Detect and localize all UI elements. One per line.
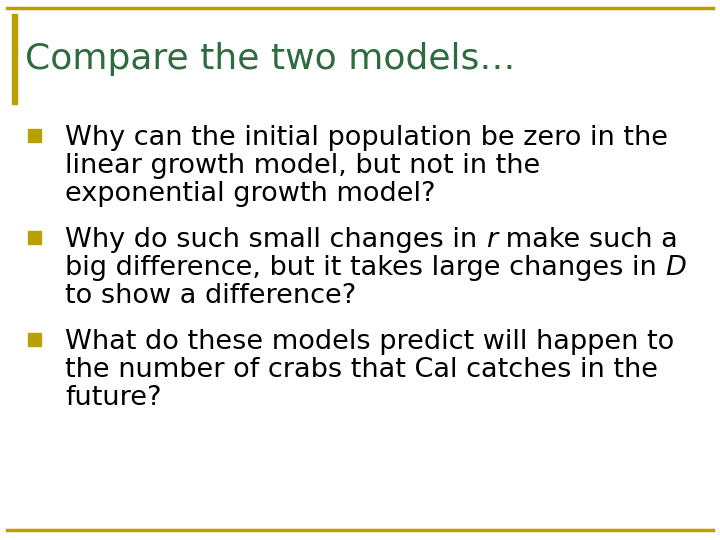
Bar	[28, 333, 41, 346]
Text: D: D	[665, 255, 686, 281]
Text: big difference, but it takes large changes in: big difference, but it takes large chang…	[65, 255, 665, 281]
Text: Why do such small changes in: Why do such small changes in	[65, 227, 486, 253]
Text: linear growth model, but not in the: linear growth model, but not in the	[65, 153, 540, 179]
Text: Why can the initial population be zero in the: Why can the initial population be zero i…	[65, 125, 668, 151]
Text: exponential growth model?: exponential growth model?	[65, 181, 436, 207]
Text: make such a: make such a	[497, 227, 678, 253]
Text: Compare the two models…: Compare the two models…	[25, 42, 516, 76]
Text: to show a difference?: to show a difference?	[65, 283, 356, 309]
Text: r: r	[486, 227, 497, 253]
Text: the number of crabs that Cal catches in the: the number of crabs that Cal catches in …	[65, 357, 658, 383]
Text: future?: future?	[65, 385, 161, 411]
Bar	[28, 231, 41, 244]
Bar	[28, 129, 41, 142]
Text: What do these models predict will happen to: What do these models predict will happen…	[65, 329, 674, 355]
Bar	[12, 14, 17, 104]
